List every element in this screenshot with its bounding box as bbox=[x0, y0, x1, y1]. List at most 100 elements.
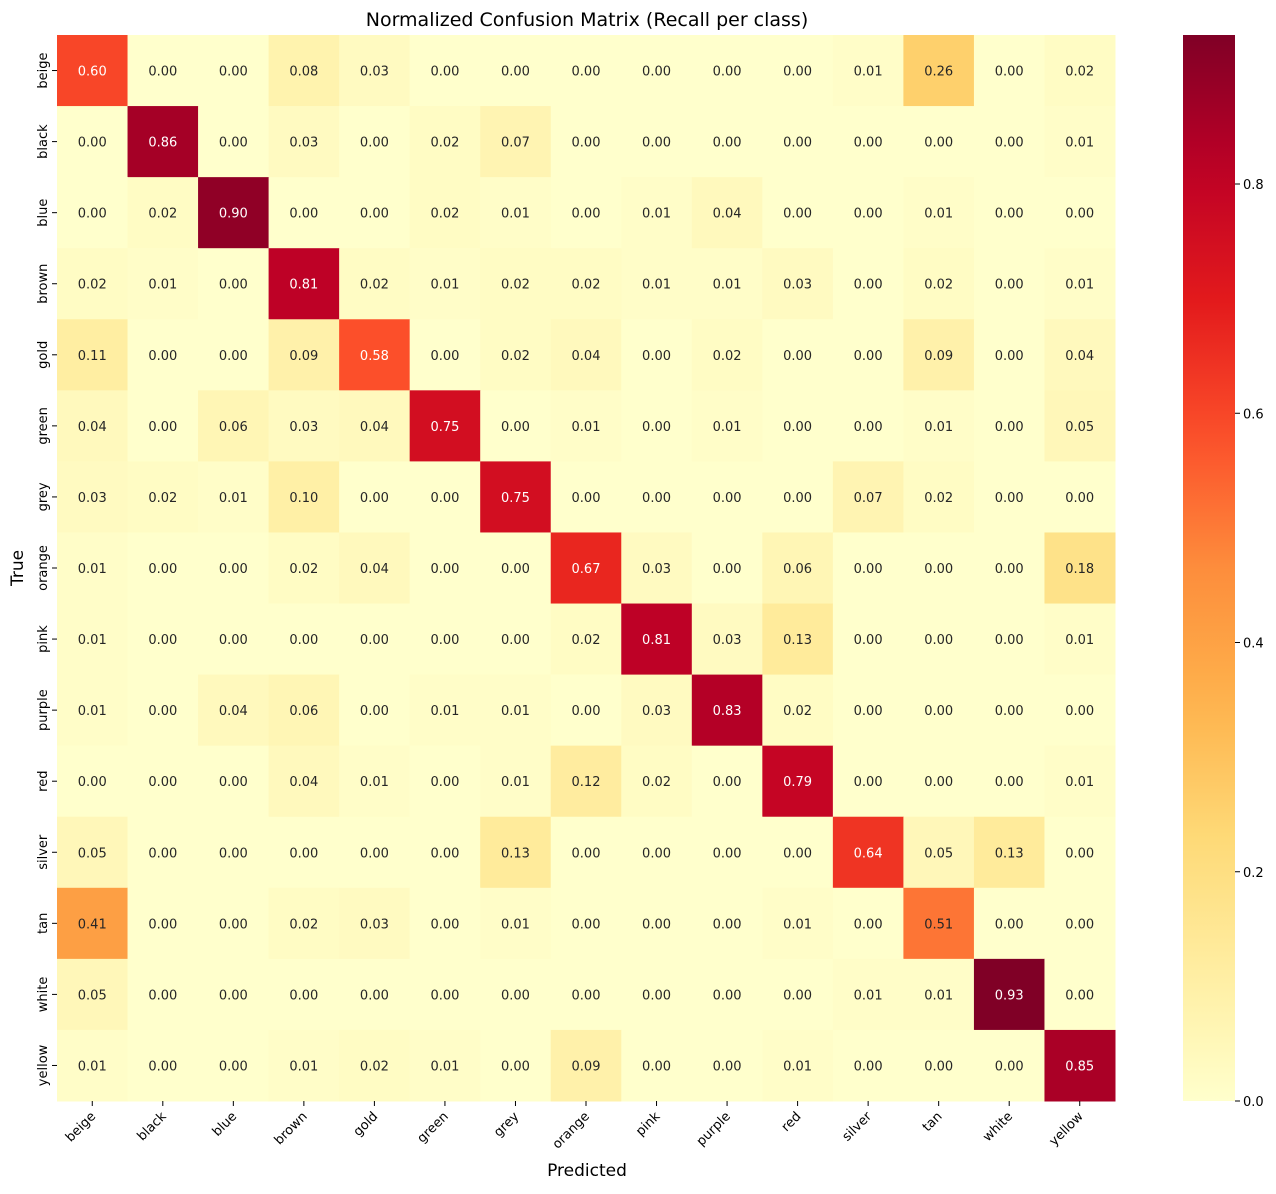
cell-value-label: 0.86 bbox=[148, 136, 177, 151]
x-tick-label: orange bbox=[550, 1109, 593, 1152]
heatmap-cell bbox=[480, 106, 552, 178]
cell-value-label: 0.01 bbox=[501, 917, 530, 932]
cell-value-label: 0.83 bbox=[713, 704, 742, 719]
cell-value-label: 0.26 bbox=[924, 65, 953, 80]
cell-value-label: 0.00 bbox=[430, 846, 459, 861]
heatmap-cell bbox=[550, 390, 622, 462]
cell-value-label: 0.01 bbox=[430, 704, 459, 719]
heatmap-cell bbox=[198, 106, 270, 178]
cell-value-label: 0.09 bbox=[289, 349, 318, 364]
cell-value-label: 0.00 bbox=[995, 349, 1024, 364]
heatmap-cell bbox=[409, 887, 481, 960]
heatmap-cell bbox=[973, 745, 1045, 818]
cell-value-label: 0.00 bbox=[642, 846, 671, 861]
heatmap-cell bbox=[550, 674, 622, 747]
cell-value-label: 0.00 bbox=[148, 349, 177, 364]
cell-value-label: 0.03 bbox=[289, 136, 318, 151]
cell-value-label: 0.02 bbox=[289, 562, 318, 577]
heatmap-cell bbox=[903, 390, 975, 462]
cell-value-label: 0.03 bbox=[642, 562, 671, 577]
heatmap-cells: 0.60 0.00 0.00 0.08 0.03 0.00 0.00 0.00 0.00 0.00… bbox=[57, 35, 1116, 1102]
heatmap-cell bbox=[832, 816, 904, 889]
heatmap-cell bbox=[832, 958, 904, 1031]
cell-value-label: 0.00 bbox=[995, 1059, 1024, 1074]
cell-value-label: 0.03 bbox=[783, 278, 812, 293]
cell-value-label: 0.00 bbox=[148, 1059, 177, 1074]
cell-value-label: 0.09 bbox=[924, 349, 953, 364]
heatmap-cell bbox=[339, 532, 411, 605]
heatmap-cell bbox=[57, 745, 129, 818]
cell-value-label: 0.00 bbox=[713, 136, 742, 151]
heatmap-cell bbox=[1044, 887, 1116, 960]
heatmap-cell bbox=[480, 248, 552, 320]
cell-value-label: 0.00 bbox=[289, 846, 318, 861]
heatmap-cell bbox=[1044, 106, 1116, 178]
cell-value-label: 0.07 bbox=[854, 491, 883, 506]
heatmap-cell bbox=[762, 745, 834, 818]
heatmap-cell bbox=[621, 887, 693, 960]
cell-value-label: 0.60 bbox=[78, 65, 107, 80]
cell-value-label: 0.00 bbox=[783, 207, 812, 222]
cell-value-label: 0.01 bbox=[854, 65, 883, 80]
cell-value-label: 0.00 bbox=[642, 917, 671, 932]
y-tick-label: purple bbox=[36, 689, 51, 731]
y-tick-label: green bbox=[36, 407, 51, 445]
colorbar-tick-label: 0.8 bbox=[1243, 178, 1264, 193]
heatmap-cell bbox=[1044, 248, 1116, 320]
heatmap-cell bbox=[268, 1029, 340, 1102]
x-tick-label: black bbox=[135, 1109, 170, 1144]
cell-value-label: 0.00 bbox=[501, 420, 530, 435]
y-tick-label: silver bbox=[36, 834, 51, 870]
y-tick-label: black bbox=[36, 124, 51, 159]
cell-value-label: 0.02 bbox=[501, 349, 530, 364]
cell-value-label: 0.01 bbox=[501, 775, 530, 790]
heatmap-cell bbox=[691, 106, 763, 178]
heatmap-cell bbox=[550, 248, 622, 320]
heatmap-cell bbox=[621, 1029, 693, 1102]
heatmap-cell bbox=[550, 106, 622, 178]
cell-value-label: 0.00 bbox=[360, 988, 389, 1003]
heatmap-cell bbox=[903, 816, 975, 889]
heatmap-cell bbox=[973, 674, 1045, 747]
heatmap-cell bbox=[339, 177, 411, 249]
chart-title: Normalized Confusion Matrix (Recall per … bbox=[366, 9, 809, 31]
heatmap-cell bbox=[762, 816, 834, 889]
y-tick-label: tan bbox=[36, 913, 51, 934]
cell-value-label: 0.00 bbox=[148, 846, 177, 861]
cell-value-label: 0.00 bbox=[289, 633, 318, 648]
heatmap-cell bbox=[339, 35, 411, 107]
heatmap-cell bbox=[973, 319, 1045, 391]
cell-value-label: 0.00 bbox=[78, 207, 107, 222]
heatmap-cell bbox=[903, 106, 975, 178]
cell-value-label: 0.00 bbox=[854, 917, 883, 932]
colorbar-ticks: 0.0 0.2 0.4 0.6 0.8 bbox=[1235, 178, 1264, 1110]
heatmap-cell bbox=[973, 35, 1045, 107]
heatmap-cell bbox=[127, 390, 199, 462]
heatmap-cell bbox=[621, 958, 693, 1031]
heatmap-cell bbox=[762, 390, 834, 462]
cell-value-label: 0.02 bbox=[148, 491, 177, 506]
heatmap-cell bbox=[691, 319, 763, 391]
heatmap-cell bbox=[903, 674, 975, 747]
heatmap-cell bbox=[198, 461, 270, 533]
cell-value-label: 0.00 bbox=[783, 988, 812, 1003]
heatmap-cell bbox=[198, 319, 270, 391]
cell-value-label: 0.01 bbox=[713, 420, 742, 435]
heatmap-cell bbox=[339, 958, 411, 1031]
heatmap-cell bbox=[198, 35, 270, 107]
cell-value-label: 0.03 bbox=[642, 704, 671, 719]
x-axis-label: Predicted bbox=[547, 1161, 627, 1181]
heatmap-cell bbox=[198, 745, 270, 818]
heatmap-cell bbox=[268, 745, 340, 818]
cell-value-label: 0.01 bbox=[924, 207, 953, 222]
heatmap-cell bbox=[409, 532, 481, 605]
heatmap-cell bbox=[339, 603, 411, 676]
heatmap-cell bbox=[480, 461, 552, 533]
heatmap-cell bbox=[973, 887, 1045, 960]
x-tick-label: red bbox=[779, 1109, 805, 1135]
cell-value-label: 0.05 bbox=[78, 988, 107, 1003]
cell-value-label: 0.00 bbox=[1065, 704, 1094, 719]
cell-value-label: 0.00 bbox=[1065, 988, 1094, 1003]
y-tick-label: yellow bbox=[36, 1044, 51, 1086]
cell-value-label: 0.00 bbox=[78, 136, 107, 151]
